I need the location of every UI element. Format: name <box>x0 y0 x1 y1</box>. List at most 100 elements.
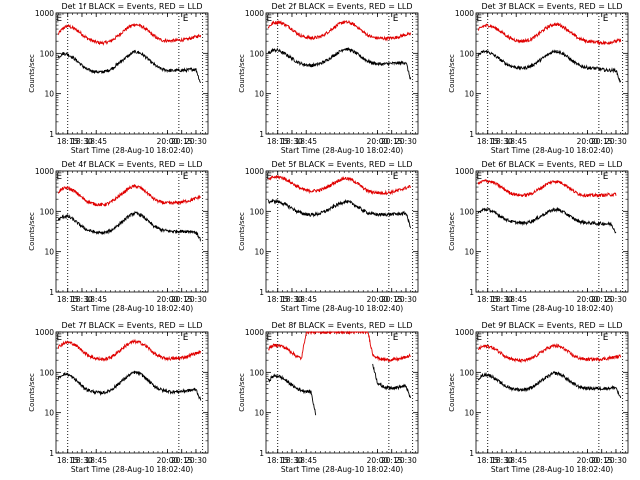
e-marker-label: E <box>603 14 609 24</box>
y-tick-label: 1000 <box>245 167 264 176</box>
series-line-lld <box>267 20 412 42</box>
y-tick-label: 1000 <box>35 328 54 337</box>
y-tick-label: 10 <box>44 248 54 257</box>
y-tick-label: 1 <box>469 288 474 297</box>
x-tick-label: 20:15 <box>171 137 193 146</box>
x-tick-label: 18:15 <box>57 137 79 146</box>
y-tick-label: 10 <box>254 409 264 418</box>
e-marker-label: E <box>183 14 189 24</box>
e-marker-label: E <box>476 14 482 24</box>
x-tick-label: 20:30 <box>185 137 207 146</box>
chart-title: Det 6f BLACK = Events, RED = LLD <box>481 160 622 169</box>
y-tick-label: 10 <box>44 90 54 99</box>
x-tick-label: 18:30 <box>491 137 513 146</box>
x-tick-label: 18:45 <box>505 137 527 146</box>
series-line-events <box>57 370 202 401</box>
series-line-events <box>267 198 412 229</box>
y-tick-label: 1000 <box>455 328 474 337</box>
chart-panel-8: Det 8f BLACK = Events, RED = LLD 1 10 100 10… <box>238 321 419 474</box>
y-tick-label: 1 <box>469 449 474 458</box>
y-tick-label: 10 <box>44 409 54 418</box>
x-tick-label: 18:45 <box>85 137 107 146</box>
y-tick-label: 1000 <box>245 9 264 18</box>
series-line-lld <box>477 178 617 198</box>
series-line-lld <box>57 184 202 208</box>
x-tick-label: 20:00 <box>157 137 179 146</box>
y-tick-label: 1000 <box>35 167 54 176</box>
x-tick-label: 20:30 <box>395 295 417 304</box>
series-line-events <box>477 206 617 234</box>
x-tick-label: 20:15 <box>171 295 193 304</box>
y-tick-label: 100 <box>40 207 55 216</box>
x-tick-label: 18:45 <box>505 295 527 304</box>
x-tick-label: 20:00 <box>577 137 599 146</box>
chart-title: Det 9f BLACK = Events, RED = LLD <box>481 321 622 330</box>
x-tick-label: 20:00 <box>157 456 179 465</box>
y-tick-label: 100 <box>460 368 475 377</box>
e-marker-label: E <box>183 333 189 343</box>
y-tick-label: 1000 <box>35 9 54 18</box>
e-marker-label: E <box>56 333 62 343</box>
series-line-events <box>57 49 202 84</box>
x-tick-label: 20:30 <box>395 456 417 465</box>
x-tick-label: 18:15 <box>57 295 79 304</box>
e-marker-label: E <box>393 172 399 182</box>
y-tick-label: 1 <box>259 130 264 139</box>
e-marker-label: E <box>603 172 609 182</box>
x-axis-label: Start Time (28-Aug-10 18:02:40) <box>71 465 193 474</box>
x-tick-label: 20:00 <box>367 137 389 146</box>
series-line-lld <box>57 338 202 362</box>
x-tick-label: 20:15 <box>381 137 403 146</box>
x-tick-label: 20:30 <box>605 295 627 304</box>
chart-title: Det 4f BLACK = Events, RED = LLD <box>61 160 202 169</box>
x-tick-label: 20:15 <box>591 137 613 146</box>
x-tick-label: 18:15 <box>477 456 499 465</box>
chart-title: Det 7f BLACK = Events, RED = LLD <box>61 321 202 330</box>
y-tick-label: 100 <box>250 368 265 377</box>
x-tick-label: 18:15 <box>267 456 289 465</box>
e-marker-label: E <box>393 333 399 343</box>
y-tick-label: 100 <box>250 207 265 216</box>
plot-frame <box>55 331 209 454</box>
y-tick-label: 1 <box>259 288 264 297</box>
plot-frame <box>55 170 209 293</box>
series-line-lld <box>267 330 411 363</box>
x-tick-label: 18:30 <box>281 295 303 304</box>
chart-panel-1: Det 1f BLACK = Events, RED = LLD 1 10 100 10… <box>28 2 209 155</box>
x-tick-label: 20:15 <box>591 456 613 465</box>
e-marker-label: E <box>266 172 272 182</box>
chart-panel-7: Det 7f BLACK = Events, RED = LLD 1 10 100 10… <box>28 321 209 474</box>
y-tick-label: 1 <box>49 288 54 297</box>
y-axis-label: Counts/sec <box>448 373 456 412</box>
chart-title: Det 3f BLACK = Events, RED = LLD <box>481 2 622 11</box>
y-tick-label: 10 <box>254 248 264 257</box>
x-tick-label: 18:15 <box>57 456 79 465</box>
chart-panel-2: Det 2f BLACK = Events, RED = LLD 1 10 100 10… <box>238 2 419 155</box>
y-tick-label: 1000 <box>455 167 474 176</box>
y-tick-label: 1 <box>49 130 54 139</box>
x-axis-label: Start Time (28-Aug-10 18:02:40) <box>491 146 613 155</box>
y-tick-label: 10 <box>464 90 474 99</box>
e-marker-label: E <box>476 333 482 343</box>
y-tick-label: 1 <box>259 449 264 458</box>
y-tick-label: 10 <box>464 248 474 257</box>
x-tick-label: 20:15 <box>591 295 613 304</box>
x-tick-label: 18:45 <box>295 137 317 146</box>
plot-frame <box>55 12 209 135</box>
x-tick-label: 20:30 <box>605 137 627 146</box>
x-tick-label: 18:30 <box>71 137 93 146</box>
x-tick-label: 20:00 <box>157 295 179 304</box>
y-tick-label: 100 <box>460 207 475 216</box>
series-line-lld <box>57 23 202 46</box>
chart-title: Det 8f BLACK = Events, RED = LLD <box>271 321 412 330</box>
x-tick-label: 20:00 <box>367 456 389 465</box>
x-axis-label: Start Time (28-Aug-10 18:02:40) <box>491 465 613 474</box>
x-tick-label: 18:30 <box>71 456 93 465</box>
e-marker-label: E <box>56 172 62 182</box>
x-tick-label: 18:15 <box>267 295 289 304</box>
chart-panel-6: Det 6f BLACK = Events, RED = LLD 1 10 100 10… <box>448 160 629 313</box>
chart-panel-5: Det 5f BLACK = Events, RED = LLD 1 10 100 10… <box>238 160 419 313</box>
y-axis-label: Counts/sec <box>28 54 36 93</box>
e-marker-label: E <box>603 333 609 343</box>
